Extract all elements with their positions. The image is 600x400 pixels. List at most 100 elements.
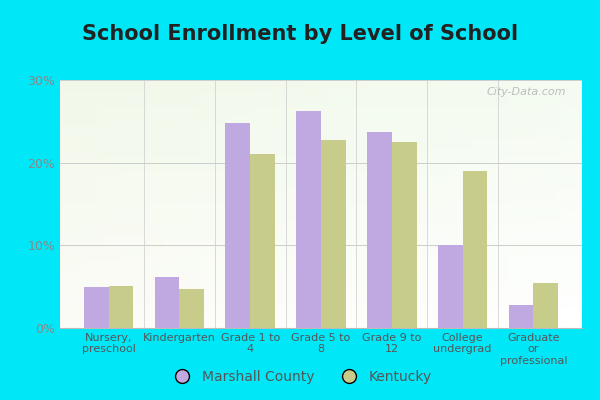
- Bar: [102, 80, 107, 328]
- Bar: [60, 140, 582, 142]
- Bar: [76, 80, 81, 328]
- Bar: [284, 80, 290, 328]
- Bar: [242, 80, 248, 328]
- Bar: [60, 202, 582, 204]
- Bar: [60, 122, 582, 125]
- Bar: [60, 164, 582, 167]
- Bar: [60, 254, 582, 256]
- Bar: [60, 107, 582, 110]
- Bar: [159, 80, 164, 328]
- Bar: [180, 80, 185, 328]
- Bar: [60, 206, 582, 209]
- Bar: [60, 95, 582, 97]
- Bar: [60, 221, 582, 224]
- Bar: [368, 80, 373, 328]
- Bar: [60, 137, 582, 140]
- Bar: [404, 80, 410, 328]
- Bar: [60, 316, 582, 318]
- Bar: [60, 174, 582, 177]
- Bar: [60, 80, 65, 328]
- Bar: [561, 80, 566, 328]
- Bar: [60, 266, 582, 268]
- Bar: [60, 132, 582, 134]
- Bar: [81, 80, 86, 328]
- Bar: [274, 80, 279, 328]
- Bar: [60, 264, 582, 266]
- Bar: [431, 80, 436, 328]
- Bar: [60, 308, 582, 311]
- Bar: [118, 80, 122, 328]
- Bar: [60, 291, 582, 293]
- Text: School Enrollment by Level of School: School Enrollment by Level of School: [82, 24, 518, 44]
- Bar: [175, 80, 180, 328]
- Bar: [60, 120, 582, 122]
- Bar: [191, 80, 196, 328]
- Bar: [60, 82, 582, 85]
- Bar: [60, 224, 582, 226]
- Bar: [60, 115, 582, 117]
- Bar: [60, 241, 582, 244]
- Bar: [112, 80, 118, 328]
- Bar: [185, 80, 191, 328]
- Bar: [420, 80, 425, 328]
- Bar: [316, 80, 321, 328]
- Bar: [253, 80, 259, 328]
- Bar: [60, 127, 582, 130]
- Bar: [60, 117, 582, 120]
- Bar: [60, 216, 582, 219]
- Bar: [60, 256, 582, 258]
- Bar: [250, 154, 275, 328]
- Bar: [60, 236, 582, 239]
- Bar: [467, 80, 472, 328]
- Bar: [279, 80, 284, 328]
- Bar: [211, 80, 217, 328]
- Bar: [60, 323, 582, 326]
- Bar: [295, 80, 300, 328]
- Bar: [86, 80, 91, 328]
- Bar: [488, 80, 493, 328]
- Bar: [60, 288, 582, 291]
- Bar: [60, 231, 582, 234]
- Bar: [436, 80, 441, 328]
- Bar: [139, 80, 143, 328]
- Bar: [400, 80, 404, 328]
- Bar: [493, 80, 499, 328]
- Bar: [60, 296, 582, 298]
- Bar: [206, 80, 211, 328]
- Text: City-Data.com: City-Data.com: [487, 88, 566, 98]
- Bar: [60, 286, 582, 288]
- Bar: [60, 281, 582, 283]
- Bar: [499, 80, 504, 328]
- Bar: [478, 80, 483, 328]
- Bar: [60, 326, 582, 328]
- Bar: [379, 80, 383, 328]
- Bar: [530, 80, 535, 328]
- Bar: [60, 194, 582, 196]
- Bar: [60, 318, 582, 320]
- Bar: [342, 80, 347, 328]
- Bar: [60, 182, 582, 184]
- Bar: [415, 80, 420, 328]
- Bar: [509, 80, 514, 328]
- Bar: [540, 80, 545, 328]
- Bar: [410, 80, 415, 328]
- Bar: [60, 246, 582, 249]
- Bar: [462, 80, 467, 328]
- Bar: [60, 92, 582, 95]
- Bar: [170, 80, 175, 328]
- Bar: [60, 179, 582, 182]
- Bar: [201, 80, 206, 328]
- Bar: [196, 80, 201, 328]
- Bar: [149, 80, 154, 328]
- Bar: [60, 301, 582, 303]
- Bar: [545, 80, 551, 328]
- Bar: [358, 80, 363, 328]
- Bar: [290, 80, 295, 328]
- Bar: [133, 80, 139, 328]
- Bar: [60, 226, 582, 229]
- Bar: [238, 80, 243, 328]
- Bar: [60, 187, 582, 189]
- Bar: [347, 80, 352, 328]
- Bar: [60, 144, 582, 147]
- Bar: [363, 80, 368, 328]
